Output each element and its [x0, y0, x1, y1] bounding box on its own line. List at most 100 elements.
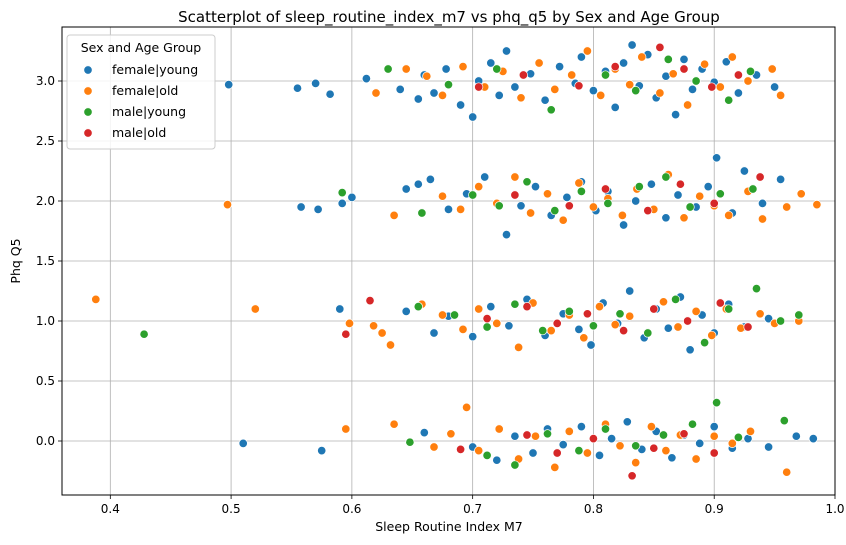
y-tick-label: 0.5: [36, 374, 55, 388]
data-point: [646, 422, 656, 432]
data-point: [588, 86, 598, 96]
data-point: [757, 198, 768, 208]
y-tick-label: 1.0: [36, 314, 55, 328]
data-point: [224, 80, 234, 90]
data-point: [441, 64, 451, 74]
data-point: [389, 210, 399, 220]
data-point: [413, 94, 423, 104]
data-point: [443, 204, 454, 214]
data-point: [745, 426, 756, 436]
data-point: [534, 58, 544, 68]
data-point: [443, 80, 454, 90]
data-point: [474, 82, 484, 92]
data-point: [522, 177, 532, 187]
data-point: [779, 416, 789, 426]
data-point: [522, 302, 532, 312]
data-point: [610, 62, 620, 72]
data-point: [812, 200, 822, 210]
data-point: [655, 42, 665, 52]
data-point: [437, 90, 448, 100]
data-point: [776, 90, 786, 100]
legend-title: Sex and Age Group: [81, 40, 202, 55]
x-axis-ticks: 0.4 0.5 0.6 0.7 0.8 0.9 1.0: [101, 495, 845, 516]
data-point: [733, 432, 743, 442]
data-point: [687, 419, 698, 429]
data-point: [516, 201, 526, 211]
data-point: [91, 294, 101, 304]
data-point: [643, 206, 653, 216]
data-point: [695, 438, 705, 448]
data-point: [588, 434, 598, 444]
data-point: [655, 88, 665, 98]
data-point: [486, 58, 496, 68]
data-point: [558, 440, 568, 450]
data-point: [764, 314, 774, 324]
data-point: [482, 314, 492, 324]
data-point: [371, 88, 381, 98]
data-point: [365, 296, 375, 306]
data-point: [562, 192, 572, 202]
data-point: [313, 204, 323, 214]
data-point: [661, 446, 671, 456]
data-point: [691, 454, 701, 464]
data-point: [542, 429, 553, 439]
data-point: [510, 172, 520, 182]
data-point: [540, 95, 550, 105]
data-point: [683, 100, 693, 110]
data-point: [709, 448, 719, 458]
data-point: [518, 70, 528, 80]
data-point: [417, 208, 427, 218]
data-point: [296, 202, 306, 212]
data-point: [510, 82, 520, 92]
data-point: [546, 326, 556, 336]
data-point: [610, 102, 620, 112]
data-point: [337, 198, 347, 208]
data-point: [546, 105, 556, 115]
data-point: [510, 190, 520, 200]
data-point: [671, 110, 681, 120]
data-point: [558, 215, 568, 225]
data-point: [468, 190, 478, 200]
data-point: [727, 52, 737, 62]
data-point: [649, 304, 659, 314]
data-point: [492, 455, 502, 465]
data-point: [673, 322, 683, 332]
data-point: [724, 210, 734, 220]
data-point: [456, 204, 466, 214]
data-point: [341, 424, 351, 434]
data-point: [567, 70, 577, 80]
data-point: [492, 318, 502, 328]
data-point: [361, 74, 371, 84]
legend-label: male|young: [112, 104, 186, 119]
data-point: [574, 81, 584, 91]
data-point: [482, 322, 492, 332]
series-male-young: [139, 54, 804, 470]
data-point: [707, 82, 717, 92]
y-tick-label: 0.0: [36, 434, 55, 448]
data-point: [673, 190, 683, 200]
data-point: [468, 112, 478, 122]
data-point: [458, 62, 468, 72]
data-point: [550, 462, 560, 472]
data-point: [721, 57, 731, 67]
data-point: [603, 198, 613, 208]
y-tick-label: 2.0: [36, 194, 55, 208]
data-point: [691, 306, 701, 316]
data-point: [510, 460, 520, 470]
data-point: [748, 184, 758, 194]
data-point: [617, 210, 627, 220]
data-point: [715, 298, 725, 308]
data-point: [745, 66, 756, 76]
data-point: [770, 82, 780, 92]
data-point: [610, 320, 620, 330]
data-point: [335, 304, 345, 314]
data-point: [600, 184, 611, 194]
data-point: [679, 64, 689, 74]
chart-title: Scatterplot of sleep_routine_index_m7 vs…: [178, 8, 720, 27]
data-point: [429, 442, 439, 452]
x-tick-label: 0.8: [584, 502, 603, 516]
data-point: [622, 417, 632, 427]
data-point: [437, 191, 448, 201]
data-point: [449, 310, 460, 320]
